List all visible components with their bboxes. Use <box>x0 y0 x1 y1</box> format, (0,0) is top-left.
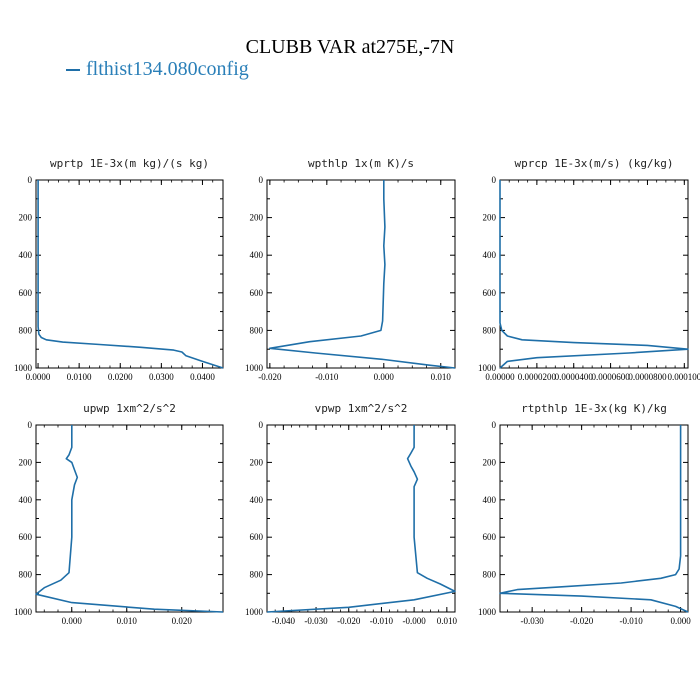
x-tick-label: -0.000 <box>403 616 427 626</box>
series-line <box>266 425 456 613</box>
y-tick-label: 800 <box>19 570 33 580</box>
figure-title: CLUBB VAR at275E,-7N <box>245 36 455 58</box>
legend: flthist134.080config <box>66 58 249 81</box>
x-tick-label: 0.000 <box>62 616 83 626</box>
y-tick-label: 1000 <box>478 363 497 373</box>
y-tick-label: 800 <box>250 325 264 335</box>
y-tick-label: 1000 <box>245 607 264 617</box>
x-tick-label: -0.040 <box>272 616 296 626</box>
y-tick-label: 0 <box>492 420 497 430</box>
chart-panel: rtpthlp 1E-3x(kg K)/kg 0 200 400 600 800 1000 -… <box>478 402 691 626</box>
y-tick-label: 600 <box>483 532 497 542</box>
y-tick-label: 0 <box>28 420 33 430</box>
x-tick-label: -0.020 <box>337 616 361 626</box>
x-tick-label: -0.010 <box>315 372 339 382</box>
legend-label: flthist134.080config <box>86 58 249 80</box>
y-tick-label: 400 <box>483 250 497 260</box>
y-tick-label: 600 <box>483 288 497 298</box>
panel-title: vpwp 1xm^2/s^2 <box>315 402 408 415</box>
series-line <box>37 180 224 369</box>
y-tick-label: 400 <box>483 495 497 505</box>
x-tick-label: 0.0200 <box>108 372 133 382</box>
y-tick-label: 400 <box>19 250 33 260</box>
panel-title: wpthlp 1x(m K)/s <box>308 157 414 170</box>
series-line <box>499 180 689 369</box>
plot-frame <box>35 179 224 369</box>
y-tick-label: 400 <box>19 495 33 505</box>
y-tick-label: 200 <box>250 457 264 467</box>
chart-panel: wprtp 1E-3x(m kg)/(s kg) 0 200 400 600 800 100… <box>14 157 224 382</box>
x-tick-label: 0.0300 <box>149 372 174 382</box>
y-tick-label: 200 <box>250 213 264 223</box>
y-tick-label: 200 <box>483 213 497 223</box>
x-tick-label: -0.030 <box>304 616 328 626</box>
x-tick-label: -0.020 <box>570 616 594 626</box>
x-tick-label: 0.000 <box>374 372 395 382</box>
x-tick-label: 0.0100 <box>67 372 92 382</box>
y-tick-label: 0 <box>259 175 264 185</box>
x-tick-label: 0.0400 <box>190 372 215 382</box>
x-tick-label: 0.010 <box>431 372 452 382</box>
y-tick-label: 0 <box>492 175 497 185</box>
x-tick-label: 0.0000600 <box>591 372 630 382</box>
x-tick-label: 0.0000200 <box>518 372 557 382</box>
y-tick-label: 600 <box>250 532 264 542</box>
x-tick-label: 0.010 <box>117 616 138 626</box>
y-tick-label: 1000 <box>245 363 264 373</box>
y-tick-label: 800 <box>483 570 497 580</box>
y-tick-label: 1000 <box>478 607 497 617</box>
chart-panel: wprcp 1E-3x(m/s) (kg/kg) 0 200 400 600 800 100… <box>478 157 700 382</box>
y-tick-label: 1000 <box>14 607 33 617</box>
x-tick-label: 0.000 <box>670 616 691 626</box>
chart-panel: vpwp 1xm^2/s^2 0 200 400 600 800 1000 -0.040 -0.… <box>245 402 457 626</box>
series-line <box>499 425 689 613</box>
y-tick-label: 800 <box>250 570 264 580</box>
x-tick-label: -0.030 <box>521 616 545 626</box>
legend-line-swatch <box>66 69 80 72</box>
y-tick-label: 800 <box>483 325 497 335</box>
plot-frame <box>266 424 456 613</box>
x-tick-label: 0.020 <box>172 616 193 626</box>
series-line <box>35 425 224 613</box>
y-tick-label: 800 <box>19 325 33 335</box>
y-tick-label: 200 <box>483 457 497 467</box>
y-tick-label: 600 <box>19 532 33 542</box>
y-tick-label: 600 <box>250 288 264 298</box>
series-line <box>268 180 456 369</box>
plot-frame <box>266 179 456 369</box>
x-tick-label: 0.0000800 <box>628 372 667 382</box>
x-tick-label: 0.000100 <box>667 372 700 382</box>
y-tick-label: 0 <box>28 175 33 185</box>
panel-title: upwp 1xm^2/s^2 <box>83 402 176 415</box>
x-tick-label: -0.010 <box>370 616 394 626</box>
y-tick-label: 1000 <box>14 363 33 373</box>
panel-title: wprtp 1E-3x(m kg)/(s kg) <box>50 157 209 170</box>
y-tick-label: 600 <box>19 288 33 298</box>
y-tick-label: 200 <box>19 213 33 223</box>
chart-panel: upwp 1xm^2/s^2 0 200 400 600 800 1000 0.000 0.01… <box>14 402 224 626</box>
y-tick-label: 400 <box>250 250 264 260</box>
x-tick-label: 0.0000400 <box>555 372 594 382</box>
panel-title: rtpthlp 1E-3x(kg K)/kg <box>521 402 667 415</box>
x-tick-label: 0.0000 <box>26 372 51 382</box>
x-tick-label: 0.010 <box>437 616 458 626</box>
x-tick-label: -0.010 <box>619 616 643 626</box>
y-tick-label: 200 <box>19 457 33 467</box>
chart-panel: wpthlp 1x(m K)/s 0 200 400 600 800 1000-0.020 -… <box>245 157 456 382</box>
y-tick-label: 0 <box>259 420 264 430</box>
x-tick-label: -0.020 <box>258 372 282 382</box>
plot-frame <box>35 424 224 613</box>
y-tick-label: 400 <box>250 495 264 505</box>
panel-title: wprcp 1E-3x(m/s) (kg/kg) <box>515 157 674 170</box>
x-tick-label: 0.00000 <box>485 372 515 382</box>
